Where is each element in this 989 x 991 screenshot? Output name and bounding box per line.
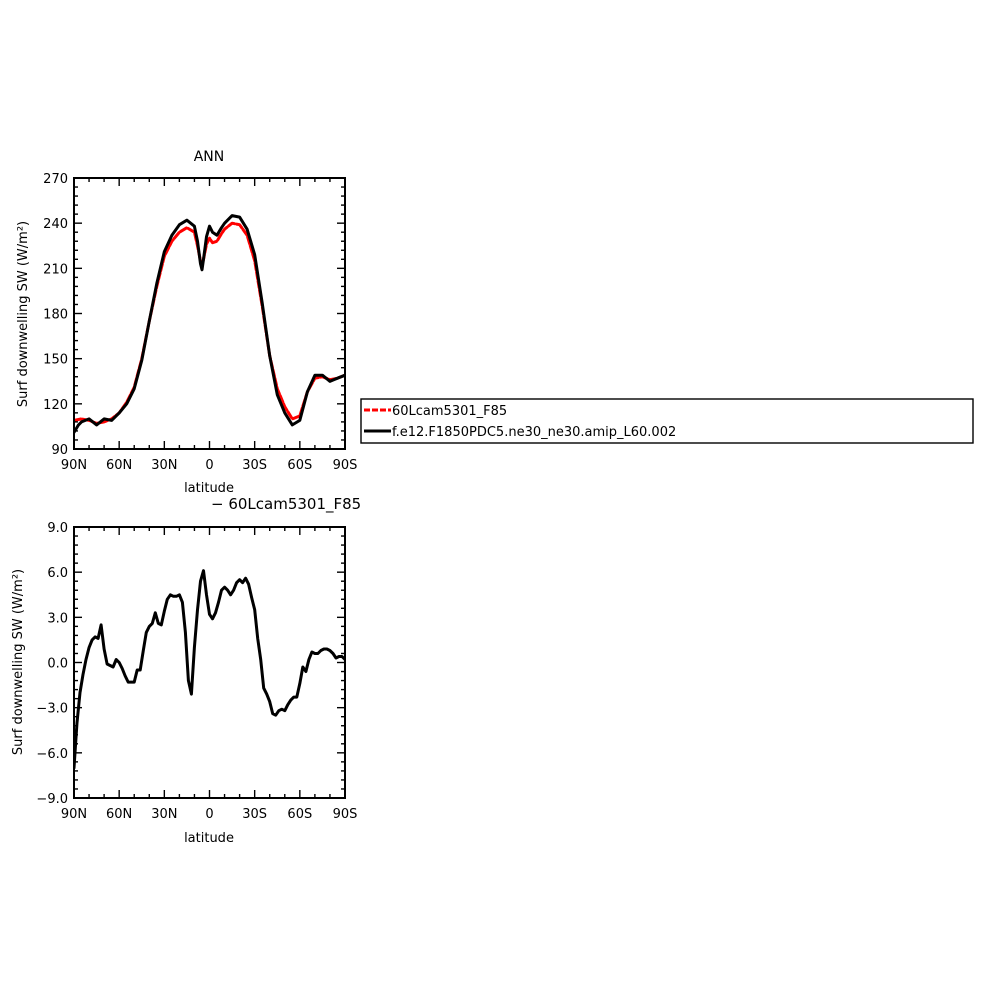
y-tick-label: 120 bbox=[43, 398, 68, 413]
y-tick-label: 0.0 bbox=[47, 657, 68, 672]
y-tick-label: −3.0 bbox=[36, 702, 68, 717]
x-tick-label: 60N bbox=[106, 458, 132, 473]
bottom-panel-xlabel: latitude bbox=[184, 831, 234, 846]
legend-label-series-2: f.e12.F1850PDC5.ne30_ne30.amip_L60.002 bbox=[392, 425, 676, 440]
y-tick-label: 210 bbox=[43, 262, 68, 277]
x-tick-label: 60S bbox=[287, 807, 312, 822]
x-tick-label: 0 bbox=[205, 807, 213, 822]
series-line-2 bbox=[74, 214, 345, 434]
top-panel-ylabel: Surf downwelling SW (W/m²) bbox=[16, 221, 31, 407]
bottom-panel-ylabel: Surf downwelling SW (W/m²) bbox=[11, 569, 26, 755]
y-tick-label: 240 bbox=[43, 217, 68, 232]
top-panel: ANN 90 120 150 180 210 240 270 90N 60N 30N 0 30S 60S… bbox=[16, 149, 357, 496]
y-tick-label: 150 bbox=[43, 353, 68, 368]
legend: 60Lcam5301_F85 f.e12.F1850PDC5.ne30_ne30… bbox=[360, 398, 974, 444]
series-line-1 bbox=[74, 569, 345, 770]
y-tick-label: 9.0 bbox=[47, 521, 68, 536]
x-tick-label: 60N bbox=[106, 807, 132, 822]
x-tick-label: 30N bbox=[151, 807, 177, 822]
bottom-panel: − 60Lcam5301_F85 9.0 6.0 3.0 0.0 −3.0 −6.0 −9.… bbox=[11, 495, 361, 846]
bottom-panel-title: − 60Lcam5301_F85 bbox=[211, 495, 361, 514]
x-tick-label: 60S bbox=[287, 458, 312, 473]
x-tick-label: 30S bbox=[242, 458, 267, 473]
x-tick-label: 90N bbox=[61, 807, 87, 822]
y-tick-label: 180 bbox=[43, 308, 68, 323]
x-tick-label: 90S bbox=[333, 458, 358, 473]
y-tick-label: −6.0 bbox=[36, 747, 68, 762]
x-tick-label: 30S bbox=[242, 807, 267, 822]
series-line-1 bbox=[74, 221, 345, 425]
y-tick-label: 270 bbox=[43, 172, 68, 187]
x-tick-label: 90S bbox=[333, 807, 358, 822]
y-tick-label: 6.0 bbox=[47, 566, 68, 581]
x-tick-label: 90N bbox=[61, 458, 87, 473]
y-tick-label: 3.0 bbox=[47, 611, 68, 626]
y-tick-label: −9.0 bbox=[36, 792, 68, 807]
y-tick-label: 90 bbox=[51, 443, 68, 458]
legend-label-series-1: 60Lcam5301_F85 bbox=[392, 404, 507, 419]
x-tick-label: 30N bbox=[151, 458, 177, 473]
x-tick-label: 0 bbox=[205, 458, 213, 473]
legend-box bbox=[360, 398, 974, 444]
top-panel-xlabel: latitude bbox=[184, 481, 234, 496]
top-panel-title: ANN bbox=[194, 149, 225, 165]
top-plot-area: 90 120 150 180 210 240 270 90N 60N 30N 0 30S 60S 90S bbox=[43, 172, 357, 473]
